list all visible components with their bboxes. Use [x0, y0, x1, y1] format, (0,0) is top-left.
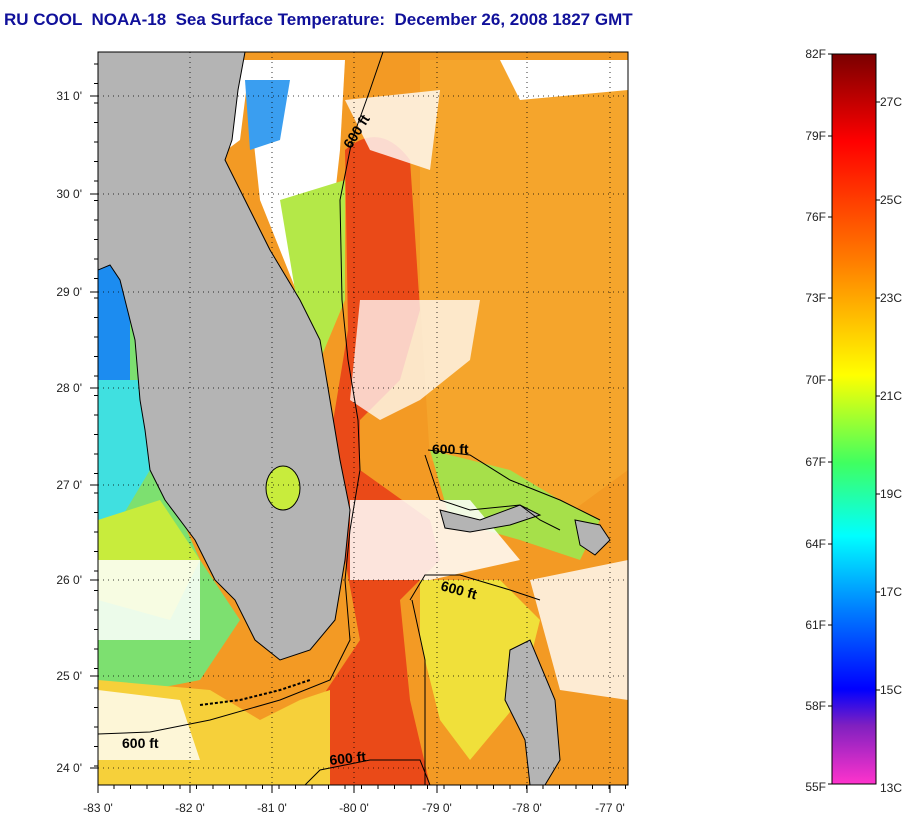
cb-f-label: 82F [805, 47, 826, 61]
lon-tick-label: -82 0' [175, 801, 205, 815]
cb-f-label: 79F [805, 129, 826, 143]
lat-tick-label: 25 0' [56, 669, 82, 683]
cb-c-label: 15C [880, 683, 902, 697]
isobath-600ft-straits-east [411, 599, 426, 785]
lat-tick-label: 30 0' [56, 187, 82, 201]
colorbar-gradient [831, 53, 877, 785]
longitude-axis: -83 0' -82 0' -81 0' -80 0' -79 0' -78 0… [83, 801, 625, 815]
isobath-label: 600 ft [329, 748, 367, 768]
cb-f-label: 76F [805, 210, 826, 224]
cb-c-label: 25C [880, 193, 902, 207]
cb-c-label: 19C [880, 487, 902, 501]
cb-c-label: 21C [880, 389, 902, 403]
cb-f-label: 67F [805, 455, 826, 469]
lat-tick-label: 26 0' [56, 573, 82, 587]
isobath-600ft-florida [98, 52, 384, 735]
lat-tick-label: 24 0' [56, 761, 82, 775]
warm-ocean-patch [420, 60, 628, 520]
cb-f-label: 64F [805, 537, 826, 551]
grand-bahama-island [439, 504, 542, 533]
abaco-island [574, 519, 611, 556]
cb-c-label: 27C [880, 95, 902, 109]
isobath-600ft-bahama-south [409, 574, 541, 601]
latitude-axis: 31 0' 30 0' 29 0' 28 0' 27 0' 26 0' 25 0… [56, 89, 82, 775]
cb-f-label: 70F [805, 373, 826, 387]
isobath-600ft-bahama-north [424, 454, 561, 531]
cb-f-label: 73F [805, 291, 826, 305]
bahama-bank-south [420, 580, 540, 760]
cloud-west-gulf [98, 560, 200, 640]
cloud-north [345, 90, 440, 170]
chart-title: RU COOL NOAA-18 Sea Surface Temperature:… [4, 10, 633, 29]
cloud-keys [98, 690, 200, 760]
cb-c-label: 23C [880, 291, 902, 305]
lon-tick-label: -78 0' [512, 801, 542, 815]
cb-f-label: 61F [805, 618, 826, 632]
sst-map [98, 52, 628, 785]
gulf-stream-core [320, 137, 440, 785]
lat-tick-label: 31 0' [56, 89, 82, 103]
isobath-label: 600 ft [432, 441, 469, 457]
cold-northeast-water [245, 80, 290, 150]
lake-okeechobee [265, 465, 301, 511]
cloud-central [350, 300, 480, 420]
colorbar: 82F 79F 76F 73F 70F 67F 64F 61F 58F 55F … [805, 47, 902, 795]
cb-f-label: 58F [805, 699, 826, 713]
lon-tick-label: -81 0' [257, 801, 287, 815]
cb-c-label: 13C [880, 781, 902, 795]
cloud-southeast [530, 560, 628, 700]
map-frame [97, 51, 629, 786]
isobath-label: 600 ft [122, 735, 159, 751]
east-shelf-water [280, 180, 345, 360]
cloud-north-edge [500, 60, 628, 100]
lon-tick-label: -83 0' [83, 801, 113, 815]
cool-coastal-water [98, 380, 150, 520]
cb-c-label: 17C [880, 585, 902, 599]
lat-tick-label: 28 0' [56, 381, 82, 395]
lon-tick-label: -77 0' [595, 801, 625, 815]
lat-tick-label: 27 0' [56, 478, 82, 492]
cold-coastal-water [98, 260, 130, 400]
lon-tick-label: -79 0' [422, 801, 452, 815]
isobath-600ft-bahama-north-outer [427, 449, 601, 521]
graticule [90, 52, 628, 793]
colorbar-ticks [828, 53, 880, 785]
florida-keys [199, 679, 311, 706]
lat-tick-label: 29 0' [56, 285, 82, 299]
cb-f-label: 55F [805, 780, 826, 794]
lon-tick-label: -80 0' [339, 801, 369, 815]
